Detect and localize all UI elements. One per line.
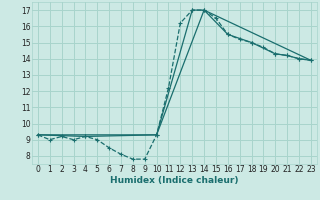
X-axis label: Humidex (Indice chaleur): Humidex (Indice chaleur)	[110, 176, 239, 185]
